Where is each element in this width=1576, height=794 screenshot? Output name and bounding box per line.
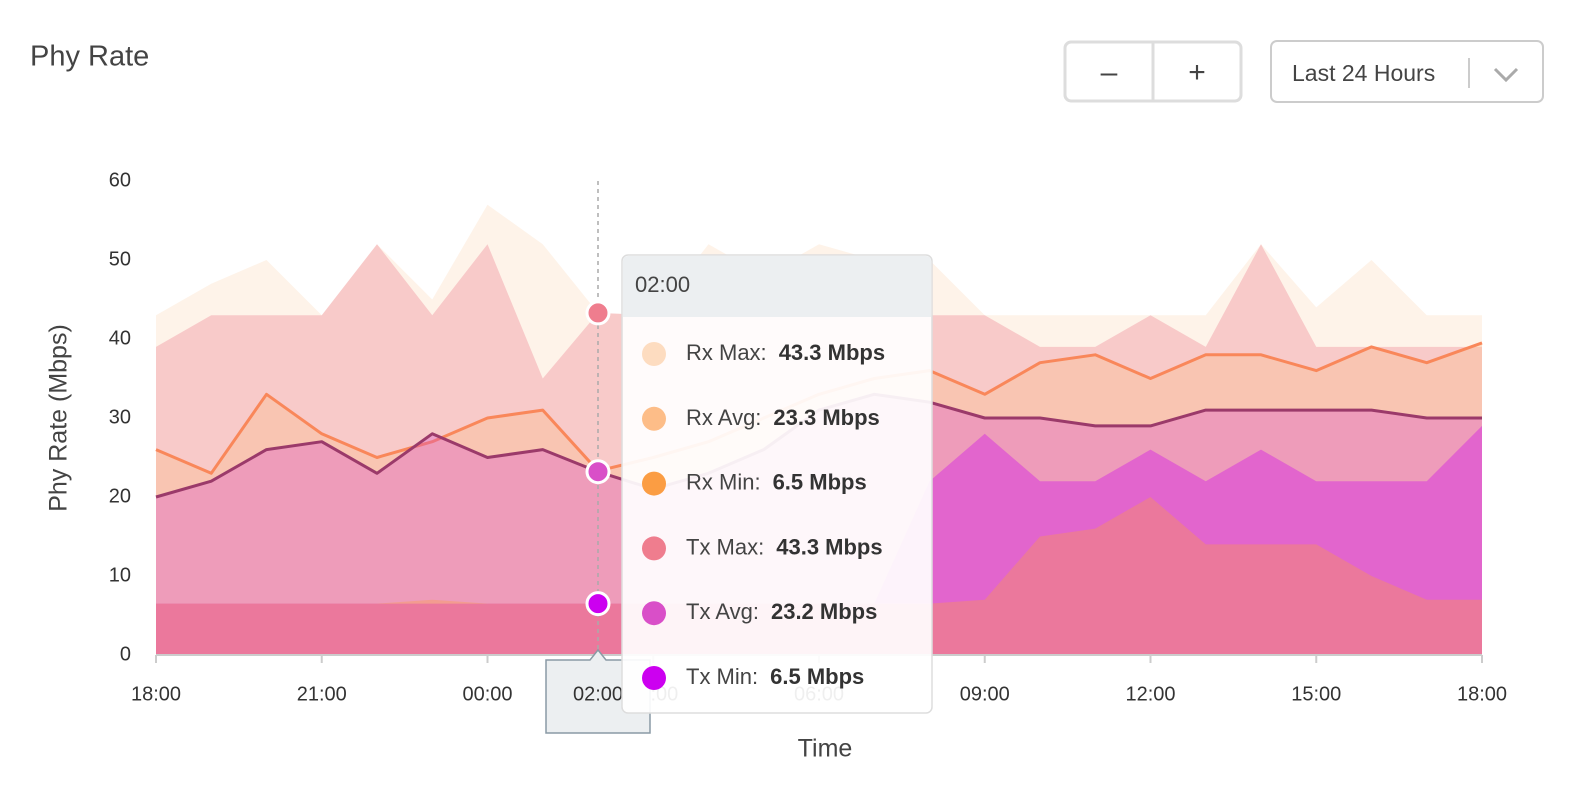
area (156, 497, 1482, 655)
tooltip-row: Rx Min: 6.5 Mbps (686, 469, 867, 494)
x-tick-label: 09:00 (960, 683, 1010, 705)
x-tick-label: 15:00 (1291, 683, 1341, 705)
y-tick-label: 10 (109, 564, 131, 586)
dropdown-chevron[interactable] (1493, 67, 1519, 83)
tooltip-label: Rx Max: (686, 340, 767, 365)
tooltip-row: Rx Max: 43.3 Mbps (686, 340, 885, 365)
zoom-controls: – + (1063, 40, 1243, 103)
tooltip-value: 6.5 Mbps (770, 664, 864, 689)
y-tick-label: 40 (109, 327, 131, 349)
tooltip-swatch (642, 536, 666, 561)
x-tick-label: 12:00 (1125, 683, 1175, 705)
tooltip-value: 23.3 Mbps (773, 405, 879, 430)
tooltip-row: Tx Avg: 23.2 Mbps (686, 599, 877, 624)
tooltip-swatch (642, 342, 666, 366)
x-tick-label: 21:00 (297, 683, 347, 705)
y-tick-label: 60 (109, 169, 131, 191)
x-tick-label: 18:00 (1457, 683, 1507, 705)
zoom-out-label[interactable]: – (1101, 56, 1118, 89)
tooltip-title: 02:00 (635, 272, 690, 297)
tooltip-swatch (642, 601, 666, 626)
page-title: Phy Rate (30, 41, 149, 73)
x-axis-label: Time (798, 735, 853, 763)
dropdown-box[interactable] (1270, 40, 1544, 103)
x-tick-label: 18:00 (131, 683, 181, 705)
x-tick-label: 00:00 (462, 683, 512, 705)
tooltip-label: Tx Min: (686, 664, 758, 689)
tooltip-label: Rx Min: (686, 469, 761, 494)
tooltip-label: Tx Max: (686, 534, 764, 559)
hover-point (585, 459, 611, 485)
tooltip-swatch (642, 406, 666, 431)
area (156, 425, 1482, 655)
tooltip-value: 6.5 Mbps (773, 469, 867, 494)
crosshair-label: 02:00 (573, 683, 623, 705)
dropdown-label[interactable]: Last 24 Hours (1292, 60, 1435, 86)
tooltip-value: 43.3 Mbps (779, 340, 885, 365)
tooltip-header (623, 256, 931, 317)
y-tick-label: 30 (109, 406, 131, 428)
zoom-in-label[interactable]: + (1188, 56, 1206, 89)
tooltip-label: Rx Avg: (686, 405, 761, 430)
tooltip-swatch (642, 666, 666, 690)
tooltip-value: 43.3 Mbps (776, 534, 882, 559)
y-axis-label: Phy Rate (Mbps) (45, 324, 73, 512)
tooltip-label: Tx Avg: (686, 599, 759, 624)
y-tick-label: 20 (109, 485, 131, 507)
tooltip-value: 23.2 Mbps (771, 599, 877, 624)
hover-point (585, 300, 611, 326)
tooltip-row: Rx Avg: 23.3 Mbps (686, 405, 880, 430)
tooltip-swatch (642, 471, 666, 496)
tooltip-row: Tx Max: 43.3 Mbps (686, 534, 883, 559)
tooltip-row: Tx Min: 6.5 Mbps (686, 664, 864, 689)
range-dropdown[interactable]: Last 24 Hours (1270, 40, 1544, 103)
y-tick-label: 0 (120, 643, 131, 665)
y-tick-label: 50 (109, 248, 131, 270)
tooltip-box (621, 254, 933, 714)
hover-point (585, 591, 611, 617)
